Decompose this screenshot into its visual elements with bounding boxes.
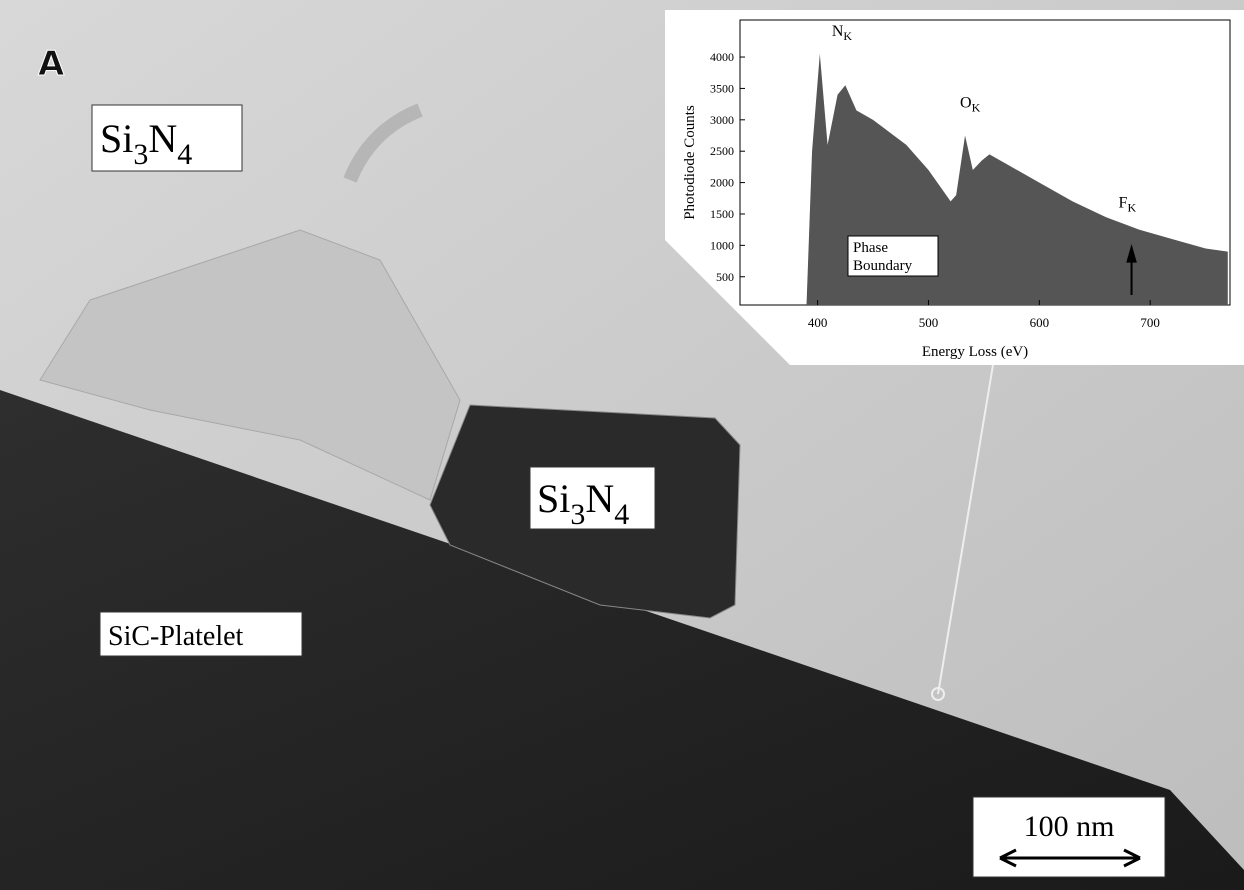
text-part: K: [1127, 201, 1136, 215]
text-part: Si: [100, 116, 133, 161]
text-part: K: [972, 101, 981, 115]
text-part: 3: [570, 498, 585, 531]
y-tick-label: 500: [716, 270, 734, 284]
text-part: K: [843, 29, 852, 43]
text-part: O: [960, 95, 972, 112]
panel-label: A: [38, 44, 65, 84]
x-tick-label: 500: [919, 315, 939, 330]
text-part: Si: [537, 476, 570, 521]
y-tick-label: 1000: [710, 238, 734, 252]
y-tick-label: 1500: [710, 207, 734, 221]
x-tick-label: 400: [808, 315, 828, 330]
text-part: 4: [614, 498, 629, 531]
text-part: SiC-Platelet: [108, 621, 244, 652]
text-part: 4: [177, 138, 192, 171]
y-tick-label: 3000: [710, 113, 734, 127]
inset-panel: [665, 10, 1244, 365]
y-tick-label: 3500: [710, 81, 734, 95]
x-tick-label: 700: [1140, 315, 1160, 330]
y-tick-label: 2500: [710, 144, 734, 158]
text-part: N: [148, 116, 177, 161]
text-part: N: [832, 23, 844, 40]
micrograph: A Si3N4 Si3N4 SiC-Platelet 100 nm 500100…: [0, 0, 1244, 890]
box-text: Phase: [853, 240, 888, 256]
y-tick-label: 2000: [710, 176, 734, 190]
text-part: 3: [133, 138, 148, 171]
x-tick-label: 600: [1030, 315, 1050, 330]
text-part: F: [1119, 195, 1128, 212]
scale-label: 100 nm: [1024, 810, 1115, 843]
box-text: Boundary: [853, 258, 913, 274]
y-axis-label: Photodiode Counts: [682, 105, 698, 220]
x-axis-label: Energy Loss (eV): [922, 344, 1028, 360]
text-part: N: [585, 476, 614, 521]
y-tick-label: 4000: [710, 50, 734, 64]
label: SiC-Platelet: [108, 621, 244, 652]
